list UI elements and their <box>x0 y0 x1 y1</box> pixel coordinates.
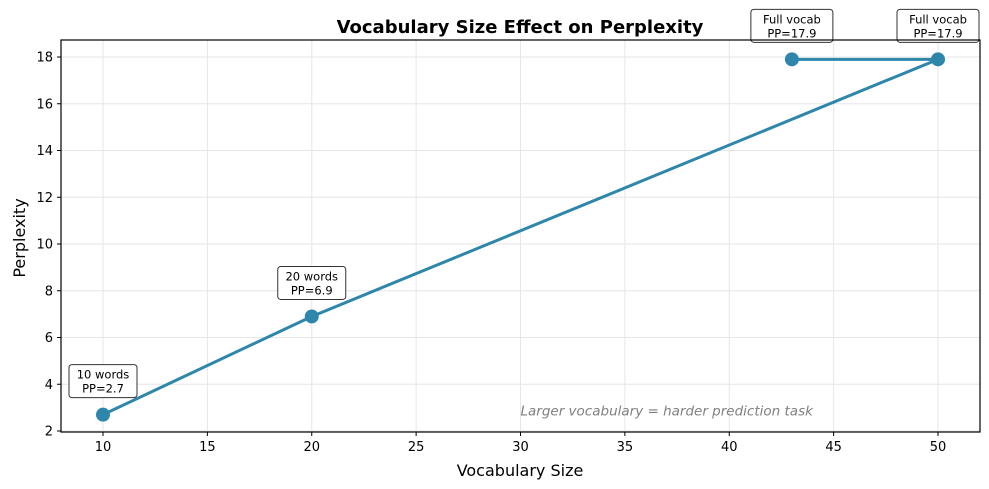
annotation-value: PP=6.9 <box>291 283 333 297</box>
annotation-label: Full vocab <box>909 12 967 26</box>
y-tick-label: 2 <box>45 425 53 440</box>
x-tick-label: 10 <box>95 440 112 455</box>
data-point-marker <box>96 407 110 422</box>
y-axis-label: Perplexity <box>10 198 29 277</box>
y-tick-label: 6 <box>45 331 53 346</box>
x-tick-label: 20 <box>303 440 320 455</box>
y-tick-label: 8 <box>45 284 53 299</box>
annotation-label: Full vocab <box>763 12 821 26</box>
data-series <box>96 52 945 422</box>
annotation-frame <box>896 8 980 43</box>
data-point-marker <box>304 309 319 324</box>
x-tick-label: 45 <box>825 440 842 455</box>
chart-note: Larger vocabulary = harder prediction ta… <box>521 403 815 419</box>
annotation-frame <box>68 364 138 399</box>
annotation-value: PP=17.9 <box>913 26 962 40</box>
x-tick-label: 15 <box>199 440 216 455</box>
y-tick-label: 4 <box>45 378 53 393</box>
annotation-value: PP=2.7 <box>82 382 124 396</box>
x-axis-ticks: 10 15 20 25 30 35 40 45 50 <box>95 432 947 455</box>
y-tick-label: 10 <box>36 238 53 253</box>
data-point-marker <box>784 52 799 67</box>
grid-lines <box>61 40 980 432</box>
annotation-frame <box>277 265 347 300</box>
x-tick-label: 25 <box>408 440 425 455</box>
y-axis-ticks: 2 4 6 8 10 12 14 16 18 <box>36 51 61 440</box>
x-tick-label: 50 <box>930 440 947 455</box>
y-tick-label: 16 <box>36 97 53 112</box>
y-tick-label: 12 <box>36 191 53 206</box>
x-tick-label: 30 <box>512 440 529 455</box>
data-point-marker <box>931 52 945 67</box>
y-tick-label: 14 <box>36 144 53 159</box>
annotation-label: 20 words <box>285 269 338 283</box>
annotation-frame <box>750 8 834 43</box>
y-tick-label: 18 <box>36 51 53 66</box>
x-axis-label: Vocabulary Size <box>457 461 584 480</box>
annotation-label: 10 words <box>77 368 130 382</box>
series-line <box>102 57 940 416</box>
chart-title: Vocabulary Size Effect on Perplexity <box>337 17 704 38</box>
x-tick-label: 40 <box>721 440 738 455</box>
annotation-value: PP=17.9 <box>767 26 816 40</box>
x-tick-label: 35 <box>617 440 634 455</box>
